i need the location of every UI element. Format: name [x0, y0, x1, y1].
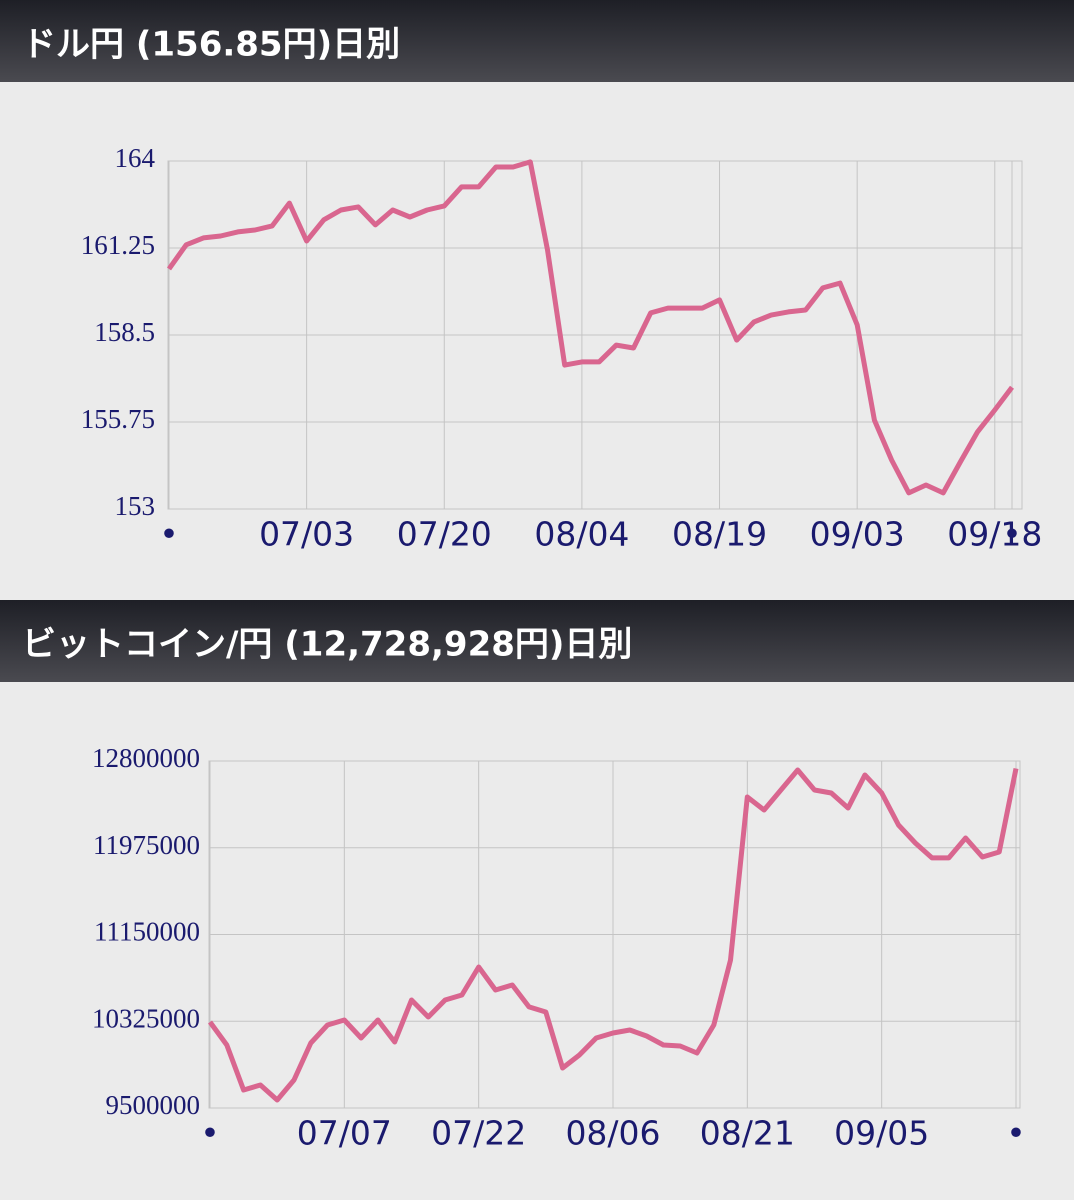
price-line [207, 767, 1019, 1103]
y-tick-label: 155.75 [81, 404, 155, 434]
y-tick-label: 9500000 [106, 1090, 201, 1120]
x-tick-label: 09/05 [834, 1114, 929, 1153]
y-tick-label: 158.5 [94, 317, 155, 347]
y-tick-label: 11150000 [94, 917, 200, 947]
y-tick-label: 11975000 [93, 830, 200, 860]
x-tick-label: • [200, 1114, 219, 1153]
x-tick-label: • [1006, 1114, 1025, 1153]
x-tick-label: 08/21 [700, 1114, 795, 1153]
header-bar [0, 0, 1074, 82]
y-tick-label: 10325000 [92, 1003, 200, 1033]
price-line [166, 159, 1014, 496]
x-tick-label: 07/20 [397, 515, 492, 554]
header-bar [0, 600, 1074, 682]
y-tick-label: 161.25 [81, 230, 155, 260]
chart-title: ドル円 (156.85円)日別 [22, 25, 400, 65]
chart-title: ビットコイン/円 (12,728,928円)日別 [22, 625, 632, 665]
x-tick-label: 08/06 [565, 1114, 660, 1153]
x-tick-label: 07/03 [259, 515, 354, 554]
y-tick-label: 153 [115, 491, 156, 521]
x-tick-label: 07/07 [297, 1114, 392, 1153]
x-tick-label: • [1002, 515, 1021, 554]
x-tick-label: • [159, 515, 178, 554]
y-tick-label: 164 [115, 143, 156, 173]
x-tick-label: 09/18 [947, 515, 1042, 554]
y-tick-label: 12800000 [92, 743, 200, 773]
x-tick-label: 08/04 [534, 515, 629, 554]
x-tick-label: 07/22 [431, 1114, 526, 1153]
x-tick-label: 09/03 [810, 515, 905, 554]
x-tick-label: 08/19 [672, 515, 767, 554]
